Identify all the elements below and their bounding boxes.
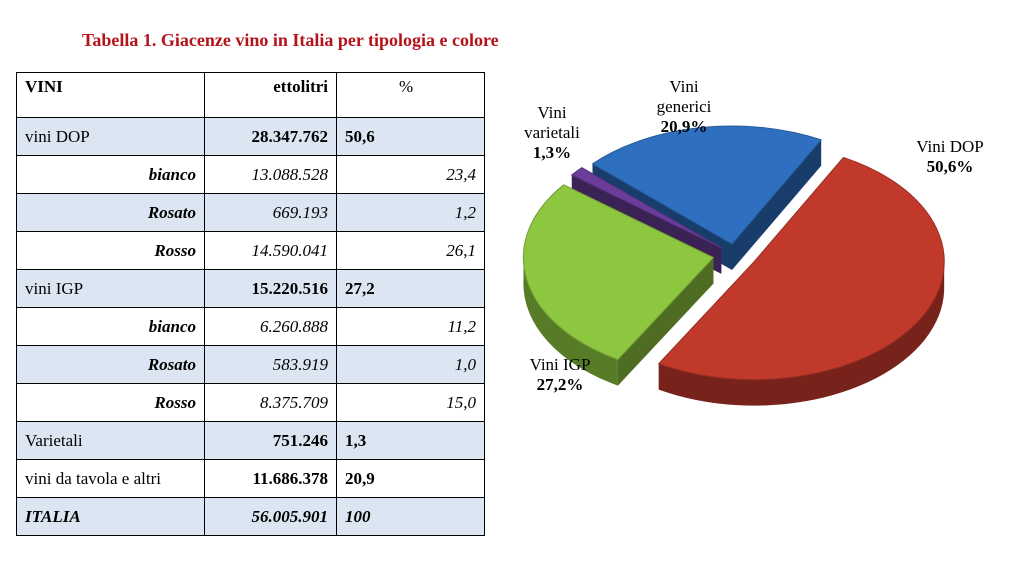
pie-slice-top — [591, 125, 823, 245]
pie-label-value: 27,2% — [537, 375, 584, 394]
pie-slice-top — [570, 167, 722, 249]
row-value: 669.193 — [204, 193, 337, 232]
pie-slice-rim — [523, 253, 618, 386]
table-row: Rosso 8.375.709 15,0 — [16, 383, 485, 422]
pie-label-value: 1,3% — [533, 143, 571, 162]
pie-label-name: varietali — [524, 123, 580, 142]
row-percent: 1,0 — [336, 345, 485, 384]
pie-label-name: generici — [657, 97, 712, 116]
table-row: bianco 13.088.528 23,4 — [16, 155, 485, 194]
table-row: Rosato 669.193 1,2 — [16, 193, 485, 232]
row-percent: 27,2 — [336, 269, 485, 308]
row-label: vini DOP — [16, 117, 205, 156]
table-row: Rosso 14.590.041 26,1 — [16, 231, 485, 270]
row-value: 8.375.709 — [204, 383, 337, 422]
table-row: bianco 6.260.888 11,2 — [16, 307, 485, 346]
table-row: vini IGP 15.220.516 27,2 — [16, 269, 485, 308]
row-label: Rosso — [16, 383, 205, 422]
pie-slice-top — [522, 184, 715, 361]
row-value: 751.246 — [204, 421, 337, 460]
column-header: % — [336, 72, 485, 118]
pie-slice-top — [657, 156, 945, 381]
row-percent: 50,6 — [336, 117, 485, 156]
row-value: 11.686.378 — [204, 459, 337, 498]
pie-label-name: Vini — [537, 103, 566, 122]
pie-label-name: Vini IGP — [530, 355, 591, 374]
row-label: bianco — [16, 307, 205, 346]
row-value: 56.005.901 — [204, 497, 337, 536]
pie-slice-wall — [617, 257, 714, 386]
column-header: VINI — [16, 72, 205, 118]
pie-slice-igp — [522, 184, 715, 386]
row-percent: 1,3 — [336, 421, 485, 460]
table-title: Tabella 1. Giacenze vino in Italia per t… — [82, 30, 499, 50]
pie-label-value: 50,6% — [927, 157, 974, 176]
row-percent: 26,1 — [336, 231, 485, 270]
pie-label-value: 20,9% — [661, 117, 708, 136]
row-label: vini IGP — [16, 269, 205, 308]
row-label: bianco — [16, 155, 205, 194]
row-value: 28.347.762 — [204, 117, 337, 156]
row-percent: 20,9 — [336, 459, 485, 498]
pie-label-name: Vini DOP — [916, 137, 983, 156]
table-row: vini DOP 28.347.762 50,6 — [16, 117, 485, 156]
table-row: Rosato 583.919 1,0 — [16, 345, 485, 384]
row-label: vini da tavola e altri — [16, 459, 205, 498]
row-label: Rosato — [16, 345, 205, 384]
row-value: 583.919 — [204, 345, 337, 384]
pie-slice-wall — [731, 139, 822, 270]
pie-slice-rim — [658, 258, 945, 406]
row-value: 14.590.041 — [204, 231, 337, 270]
row-label: Rosato — [16, 193, 205, 232]
column-header: ettolitri — [204, 72, 337, 118]
row-value: 6.260.888 — [204, 307, 337, 346]
table-row: ITALIA 56.005.901 100 — [16, 497, 485, 536]
row-percent: 23,4 — [336, 155, 485, 194]
table-header-row: VINI ettolitri% — [16, 72, 485, 118]
table-row: Varietali 751.246 1,3 — [16, 421, 485, 460]
pie-slices — [522, 125, 945, 406]
pie-slice-dop — [657, 156, 945, 406]
row-value: 15.220.516 — [204, 269, 337, 308]
row-value: 13.088.528 — [204, 155, 337, 194]
row-label: Varietali — [16, 421, 205, 460]
data-table: VINI ettolitri% vini DOP 28.347.762 50,6 bian… — [16, 72, 485, 536]
table-row: vini da tavola e altri 11.686.378 20,9 — [16, 459, 485, 498]
row-percent: 1,2 — [336, 193, 485, 232]
pie-label-name: Vini — [669, 77, 698, 96]
row-label: ITALIA — [16, 497, 205, 536]
row-label: Rosso — [16, 231, 205, 270]
row-percent: 11,2 — [336, 307, 485, 346]
row-percent: 100 — [336, 497, 485, 536]
row-percent: 15,0 — [336, 383, 485, 422]
